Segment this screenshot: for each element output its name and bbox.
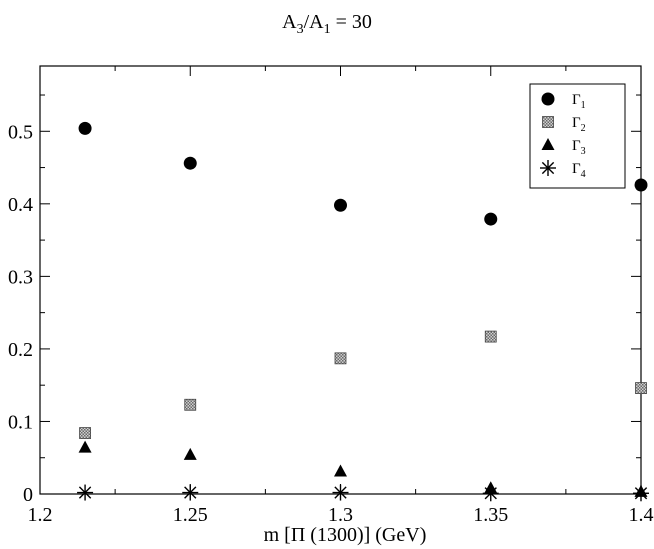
data-point-gamma3 <box>183 447 197 460</box>
star-stroke <box>484 487 497 500</box>
data-point-gamma4 <box>482 485 499 502</box>
x-tick-label: 1.2 <box>28 504 53 526</box>
x-tick-label: 1.4 <box>629 504 654 526</box>
data-point-gamma1 <box>78 121 92 135</box>
data-point-gamma3 <box>334 464 347 477</box>
data-point-gamma2 <box>79 427 91 439</box>
legend-label-gamma2: Γ2 <box>572 115 586 134</box>
data-point-gamma2 <box>184 398 197 411</box>
x-tick-label: 1.35 <box>473 504 508 526</box>
y-tick-label: 0.1 <box>8 411 33 433</box>
x-tick-label: 1.3 <box>328 504 353 526</box>
data-point-gamma4 <box>332 484 349 501</box>
data-point-gamma2 <box>484 330 497 343</box>
data-point-gamma1 <box>183 156 197 170</box>
x-axis-label: m [Π (1300)] (GeV) <box>264 524 427 546</box>
data-point-gamma4 <box>182 484 199 501</box>
x-tick-label: 1.25 <box>173 504 208 526</box>
data-point-gamma2 <box>635 382 647 394</box>
chart-title: A3/A1 = 30 <box>282 11 372 37</box>
y-tick-label: 0.4 <box>8 194 33 216</box>
legend-marker-gamma1 <box>541 92 555 106</box>
star-stroke <box>634 487 648 500</box>
legend-marker-gamma3 <box>541 138 555 150</box>
y-tick-label: 0.5 <box>8 121 33 143</box>
data-point-gamma4 <box>633 485 649 502</box>
y-tick-labels: 0 0.1 0.2 0.3 0.4 0.5 <box>8 121 33 506</box>
data-point-gamma1 <box>334 198 347 212</box>
star-stroke <box>184 486 197 499</box>
data-point-gamma1 <box>634 178 648 192</box>
legend-label-gamma4: Γ4 <box>572 161 586 180</box>
legend-label-gamma3: Γ3 <box>572 138 586 157</box>
data-point-gamma4 <box>77 484 94 501</box>
data-points <box>77 121 649 502</box>
data-point-gamma3 <box>78 440 92 453</box>
star-stroke <box>541 161 555 175</box>
legend-label-gamma1: Γ1 <box>572 92 586 111</box>
legend-marker-gamma4 <box>540 160 556 176</box>
y-tick-label: 0 <box>23 484 33 506</box>
star-stroke <box>334 486 347 499</box>
star-stroke <box>78 486 92 499</box>
legend: Γ1 Γ2 Γ3 Γ4 <box>529 83 626 189</box>
y-tick-label: 0.3 <box>8 266 33 288</box>
data-point-gamma2 <box>334 352 347 365</box>
data-point-gamma1 <box>484 212 498 226</box>
x-tick-labels: 1.2 1.25 1.3 1.35 1.4 <box>28 504 654 526</box>
y-tick-label: 0.2 <box>8 339 33 361</box>
legend-marker-gamma2 <box>542 116 554 128</box>
